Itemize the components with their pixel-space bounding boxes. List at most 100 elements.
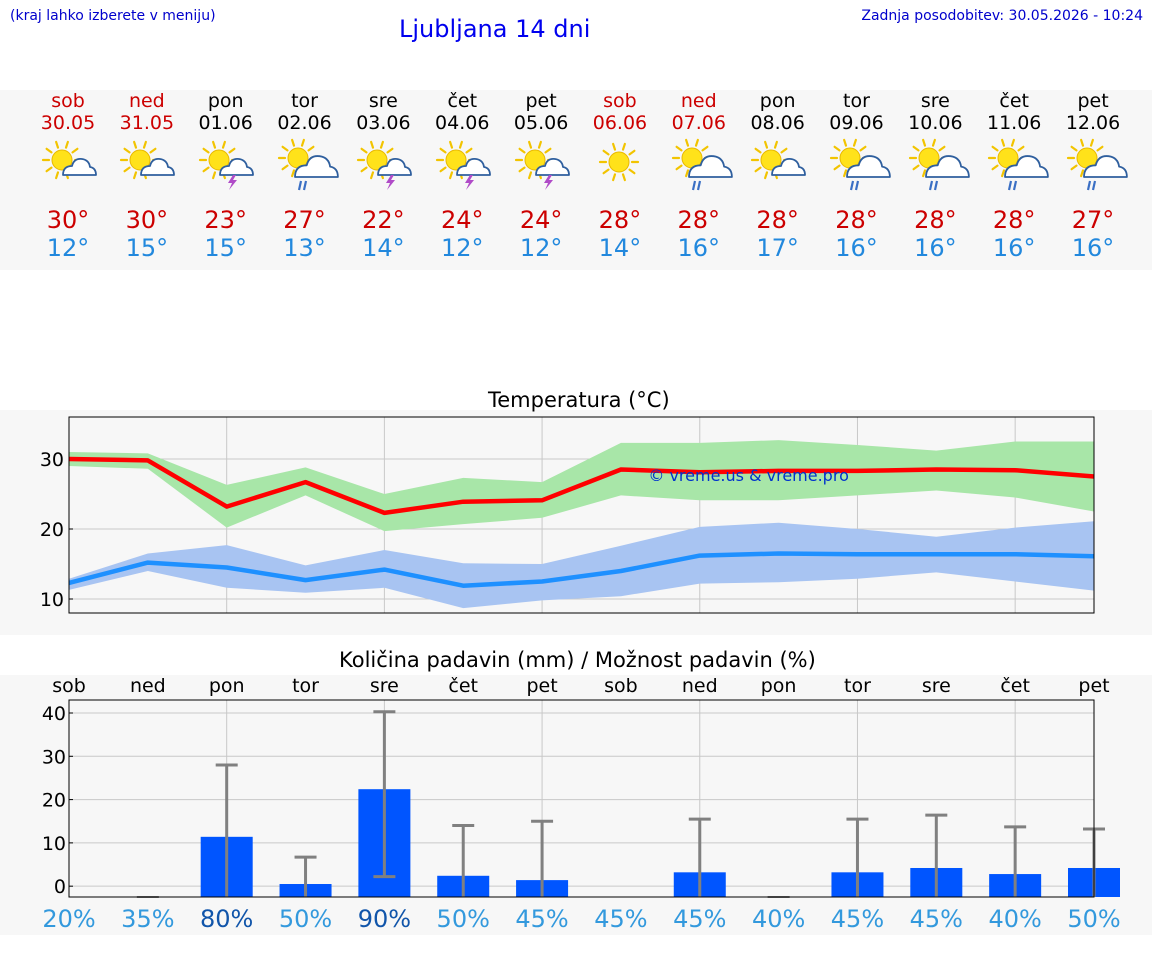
sun-ray — [675, 164, 683, 171]
sun-ray — [931, 138, 936, 147]
sun-ray — [45, 147, 53, 154]
day-name: ned — [128, 90, 165, 112]
sun-ray — [695, 138, 700, 147]
day-name: tor — [291, 90, 318, 112]
sun-ray — [628, 168, 636, 175]
sun-cloud-rain-icon — [1066, 138, 1128, 191]
min-temperature: 16° — [835, 234, 878, 262]
sun-ray — [685, 169, 690, 178]
sun-disc — [445, 149, 467, 171]
rain-drop — [1007, 180, 1012, 191]
sun-ray — [754, 166, 762, 173]
rain-drop — [1091, 180, 1096, 191]
sun-ray — [764, 140, 769, 149]
sun-ray — [143, 140, 148, 149]
forecast-day: ned 07.06 28° 16° — [659, 90, 738, 262]
sun-cloud-rain-icon — [277, 138, 339, 191]
precipitation-panel — [0, 675, 1152, 935]
min-temperature: 14° — [598, 234, 642, 262]
day-name: sre — [368, 90, 398, 112]
day-date: 04.06 — [435, 112, 490, 134]
rain-drop — [302, 180, 308, 191]
sun-ray — [1089, 138, 1094, 147]
cloud-shape — [376, 157, 412, 176]
sun-ray — [202, 166, 210, 173]
sun-icon — [599, 142, 640, 182]
sun-ray — [458, 140, 463, 149]
forecast-day: sob 06.06 28° 14° — [580, 90, 659, 262]
day-name: čet — [999, 90, 1029, 112]
max-temperature: 23° — [204, 206, 247, 234]
sun-disc — [366, 149, 388, 171]
min-temperature: 15° — [125, 234, 169, 262]
day-date: 06.06 — [592, 112, 648, 134]
forecast-day: sre 10.06 28° 16° — [896, 90, 975, 262]
sun-ray — [54, 140, 59, 149]
day-date: 03.06 — [356, 112, 411, 134]
sun-disc — [208, 149, 230, 171]
min-temperature: 12° — [46, 234, 90, 262]
max-temperature: 28° — [992, 206, 1036, 234]
sun-ray — [386, 147, 394, 154]
max-temperature: 22° — [362, 206, 405, 234]
cloud-shape — [688, 155, 734, 178]
sun-ray — [448, 171, 453, 180]
sun-ray — [369, 171, 374, 180]
sun-disc — [524, 149, 546, 171]
cloud-shape — [61, 157, 97, 176]
sun-ray — [212, 140, 217, 149]
location-note: (kraj lahko izberete v meniju) — [10, 8, 216, 24]
sun-cloud-storm-icon — [356, 140, 412, 190]
lightning-bolt — [385, 175, 395, 190]
sun-ray — [360, 147, 368, 154]
sun-ray — [754, 147, 762, 154]
day-date: 07.06 — [671, 112, 726, 134]
cloud-shape — [219, 157, 255, 176]
sun-ray — [527, 140, 532, 149]
min-temperature: 16° — [914, 234, 957, 262]
sun-ray — [518, 147, 526, 154]
day-name: sob — [51, 90, 85, 112]
min-temperature: 17° — [756, 234, 799, 262]
rain-drop — [849, 180, 855, 191]
sun-ray — [228, 147, 236, 154]
sun-cloud-storm-icon — [514, 140, 570, 190]
forecast-strip: sob 30.05 30° 12° ned 31.05 30° 15° pon 01.06 23° 1… — [0, 90, 1152, 270]
sun-ray — [465, 147, 473, 154]
day-date: 08.06 — [750, 112, 805, 134]
sun-ray — [843, 138, 848, 147]
sun-ray — [64, 140, 69, 149]
max-temperature: 30° — [125, 206, 169, 234]
forecast-day: tor 02.06 27° 13° — [265, 90, 344, 262]
day-date: 02.06 — [277, 112, 332, 134]
sun-cloud-storm-icon — [435, 140, 491, 190]
sun-ray — [133, 171, 138, 180]
lightning-bolt — [228, 175, 238, 190]
sun-ray — [222, 140, 227, 149]
sun-ray — [1095, 145, 1104, 152]
min-temperature: 15° — [204, 234, 247, 262]
cloud-shape — [1003, 155, 1049, 178]
sun-ray — [54, 171, 59, 180]
sun-disc — [760, 149, 782, 171]
day-name: pon — [207, 90, 244, 112]
sun-ray — [544, 147, 552, 154]
sun-ray — [1079, 138, 1084, 147]
forecast-day: pet 05.06 24° 12° — [502, 90, 581, 262]
sun-ray — [527, 171, 532, 180]
forecast-day: pet 12.06 27° 16° — [1054, 90, 1133, 262]
sun-ray — [369, 140, 374, 149]
sun-ray — [612, 142, 617, 151]
day-date: 30.05 — [40, 112, 96, 134]
sun-cloud-rain-icon — [908, 138, 970, 191]
sun-ray — [780, 147, 788, 154]
cloud-shape — [924, 155, 970, 178]
sun-ray — [448, 140, 453, 149]
temperature-panel — [0, 410, 1152, 635]
sun-ray — [833, 164, 841, 171]
sun-ray — [379, 140, 384, 149]
sun-ray — [1010, 138, 1015, 147]
sun-ray — [843, 169, 848, 178]
sun-ray — [1070, 145, 1078, 152]
min-temperature: 16° — [1071, 234, 1115, 262]
